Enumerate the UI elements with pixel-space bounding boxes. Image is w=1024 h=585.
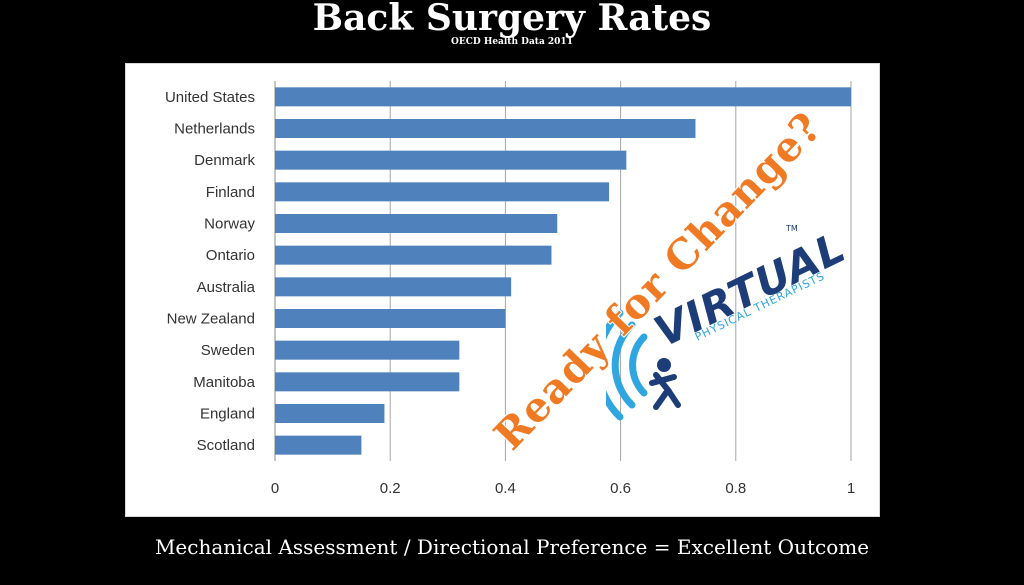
category-label: Finland [206,184,255,201]
bar [275,309,506,328]
wifi-runner-logo-icon [606,309,681,421]
bar [275,435,362,455]
x-tick-label: 0.8 [725,480,746,497]
chart-panel: 0 0.2 0.4 0.6 0.8 1 United States Netherlands De… [125,63,880,517]
category-label: New Zealand [167,311,255,328]
category-label: Scotland [197,437,255,454]
category-label: Sweden [201,342,255,359]
category-label: Denmark [194,152,255,169]
page-subtitle: OECD Health Data 2011 [451,37,573,47]
x-tick-label: 0.2 [380,480,401,497]
footer-caption: Mechanical Assessment / Directional Pref… [154,535,870,559]
bar [275,277,512,297]
bar [275,214,558,233]
x-tick-label: 0.4 [495,480,516,497]
category-label: Netherlands [174,121,255,138]
x-tick-label: 0.6 [610,480,631,497]
category-label: United States [165,89,255,106]
category-label: Manitoba [193,374,255,391]
bar [275,182,610,202]
category-label: Norway [204,216,255,233]
bar [275,372,460,392]
bar [275,150,627,170]
category-label: England [200,406,255,423]
page-title: Back Surgery Rates [312,0,712,39]
category-label: Ontario [206,247,255,264]
category-label: Australia [197,279,256,296]
bar [275,340,460,360]
bar [275,87,851,107]
bar [275,245,552,265]
bar [275,404,385,423]
trademark-mark: TM [786,224,798,233]
bar-chart: 0 0.2 0.4 0.6 0.8 1 United States Netherlands De… [165,81,855,497]
bar [275,119,696,138]
x-tick-label: 1 [847,480,855,497]
x-tick-label: 0 [271,480,279,497]
